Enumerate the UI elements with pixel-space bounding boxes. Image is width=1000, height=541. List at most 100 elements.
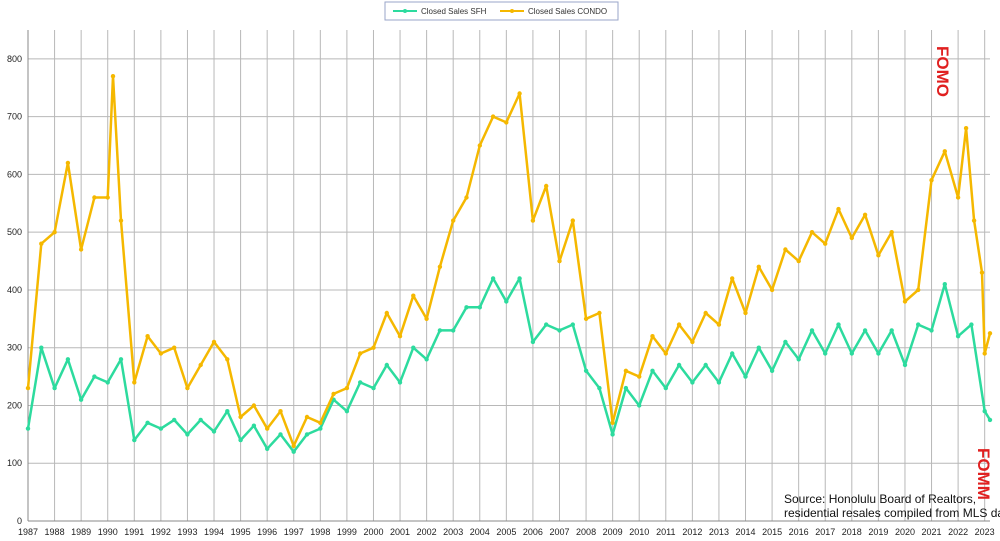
- data-point-sfh: [397, 380, 403, 385]
- x-tick-label: 2018: [842, 527, 862, 537]
- data-point-condo: [211, 339, 217, 345]
- data-point-sfh: [158, 426, 164, 431]
- data-point-sfh: [916, 322, 921, 327]
- data-point-condo: [637, 374, 642, 379]
- data-point-sfh: [716, 380, 722, 385]
- data-point-sfh: [796, 357, 801, 362]
- data-point-condo: [384, 310, 389, 316]
- data-point-sfh: [583, 368, 589, 373]
- data-point-sfh: [902, 362, 908, 368]
- data-point-condo: [39, 241, 44, 246]
- data-point-condo: [836, 206, 841, 212]
- data-point-condo: [25, 385, 31, 391]
- x-tick-label: 2014: [735, 527, 755, 537]
- data-point-sfh: [358, 380, 363, 385]
- x-tick-label: 2020: [895, 527, 915, 537]
- data-point-sfh: [25, 426, 31, 431]
- data-point-sfh: [769, 368, 775, 373]
- data-point-condo: [225, 357, 230, 362]
- x-tick-label: 1996: [257, 527, 277, 537]
- y-tick-label: 500: [7, 227, 22, 237]
- y-tick-label: 600: [7, 169, 22, 179]
- data-point-sfh: [105, 380, 110, 385]
- data-point-sfh: [730, 351, 735, 356]
- data-point-condo: [278, 409, 283, 414]
- data-point-condo: [982, 351, 987, 356]
- data-point-sfh: [344, 409, 350, 414]
- data-point-condo: [198, 362, 203, 368]
- data-point-condo: [557, 258, 562, 264]
- x-tick-label: 1990: [98, 527, 118, 537]
- data-point-condo: [889, 230, 894, 235]
- x-tick-label: 1994: [204, 527, 224, 537]
- y-tick-label: 100: [7, 458, 22, 468]
- x-tick-label: 2008: [576, 527, 596, 537]
- x-tick-label: 2002: [417, 527, 437, 537]
- data-point-sfh: [623, 385, 629, 391]
- data-point-sfh: [597, 385, 602, 391]
- legend: Closed Sales SFH Closed Sales CONDO: [384, 1, 619, 21]
- x-tick-label: 2003: [443, 527, 463, 537]
- data-point-condo: [963, 126, 969, 131]
- legend-marker-condo: [510, 9, 514, 13]
- x-tick-label: 1988: [45, 527, 65, 537]
- data-point-condo: [809, 230, 815, 235]
- data-point-condo: [783, 247, 788, 252]
- data-point-condo: [971, 218, 977, 223]
- x-tick-label: 1991: [124, 527, 144, 537]
- data-point-condo: [650, 334, 655, 339]
- x-tick-label: 2021: [922, 527, 942, 537]
- data-point-sfh: [65, 357, 71, 362]
- data-point-condo: [544, 183, 549, 189]
- y-tick-label: 800: [7, 54, 22, 64]
- data-point-sfh: [663, 385, 668, 391]
- data-point-sfh: [876, 351, 881, 356]
- x-tick-label: 2019: [868, 527, 888, 537]
- y-tick-label: 300: [7, 343, 22, 353]
- data-point-condo: [756, 264, 761, 269]
- x-tick-label: 2005: [496, 527, 516, 537]
- data-point-sfh: [118, 357, 124, 362]
- data-point-condo: [690, 339, 695, 345]
- x-tick-label: 2011: [656, 527, 675, 537]
- data-point-condo: [451, 218, 456, 223]
- data-point-condo: [65, 160, 71, 166]
- data-point-sfh: [304, 432, 310, 437]
- y-axis-ticks: 0 100 200 300 400 500 600 700 800: [7, 54, 22, 526]
- data-point-sfh: [211, 429, 217, 434]
- data-point-sfh: [145, 420, 150, 425]
- data-point-condo: [105, 195, 110, 200]
- data-point-sfh: [610, 432, 615, 437]
- y-tick-label: 700: [7, 112, 22, 122]
- data-point-condo: [424, 316, 429, 321]
- x-tick-label: 1998: [310, 527, 330, 537]
- data-point-sfh: [39, 345, 44, 350]
- data-point-condo: [52, 230, 57, 235]
- data-point-condo: [371, 345, 376, 350]
- data-point-sfh: [929, 328, 934, 333]
- data-point-sfh: [570, 322, 575, 327]
- data-point-condo: [517, 91, 522, 96]
- x-tick-label: 1993: [177, 527, 197, 537]
- data-point-sfh: [530, 339, 536, 345]
- data-point-condo: [796, 258, 801, 264]
- data-point-sfh: [544, 322, 549, 327]
- data-point-sfh: [424, 357, 429, 362]
- data-point-condo: [730, 276, 735, 281]
- data-point-condo: [464, 195, 469, 200]
- data-point-sfh: [889, 328, 894, 333]
- data-point-condo: [145, 334, 150, 339]
- data-point-sfh: [185, 432, 190, 437]
- data-point-condo: [849, 235, 854, 241]
- data-point-sfh: [238, 437, 243, 443]
- data-point-sfh: [987, 417, 993, 423]
- data-point-condo: [862, 212, 868, 217]
- data-point-condo: [437, 264, 443, 269]
- data-point-sfh: [477, 305, 482, 310]
- data-point-sfh: [371, 385, 376, 391]
- x-tick-label: 2013: [709, 527, 729, 537]
- data-point-condo: [610, 420, 615, 425]
- x-tick-label: 2004: [470, 527, 490, 537]
- data-point-condo: [876, 253, 881, 258]
- series-layer: [25, 74, 993, 454]
